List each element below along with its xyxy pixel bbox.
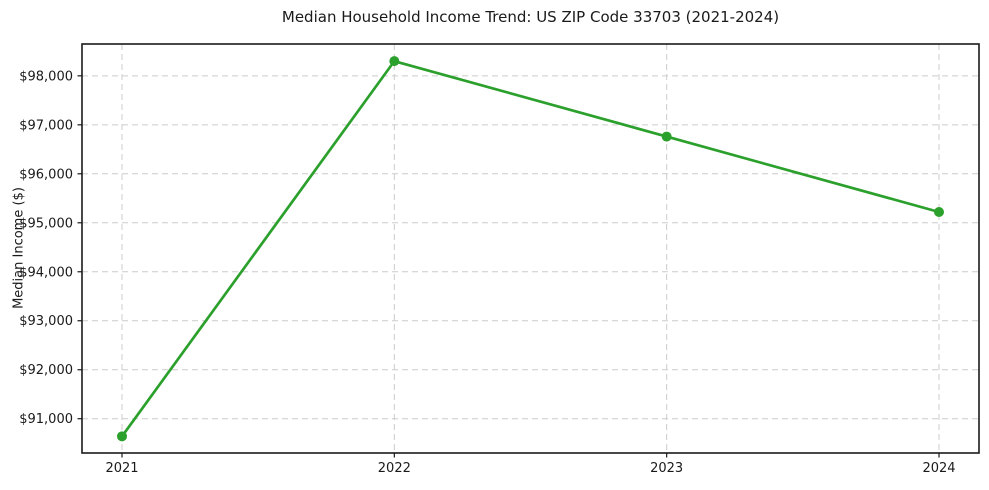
y-tick-label: $97,000: [19, 118, 73, 133]
y-tick-label: $94,000: [19, 265, 73, 280]
y-tick-label: $93,000: [19, 314, 73, 329]
data-point: [934, 207, 944, 218]
chart-title: Median Household Income Trend: US ZIP Co…: [281, 8, 780, 26]
data-point: [117, 431, 127, 442]
data-point: [389, 56, 400, 67]
data-point: [661, 131, 672, 142]
x-tick-label: 2021: [105, 461, 138, 476]
axes-frame: [81, 43, 980, 454]
y-tick-label: $95,000: [19, 216, 73, 231]
x-tick-label: 2024: [922, 461, 955, 476]
y-tick-label: $96,000: [19, 167, 73, 182]
y-tick-label: $98,000: [19, 69, 73, 84]
y-tick-label: $92,000: [19, 363, 73, 378]
x-tick-label: 2022: [378, 461, 411, 476]
trend-line: [120, 59, 941, 438]
y-tick-label: $91,000: [19, 412, 73, 427]
x-tick-label: 2023: [650, 461, 683, 476]
